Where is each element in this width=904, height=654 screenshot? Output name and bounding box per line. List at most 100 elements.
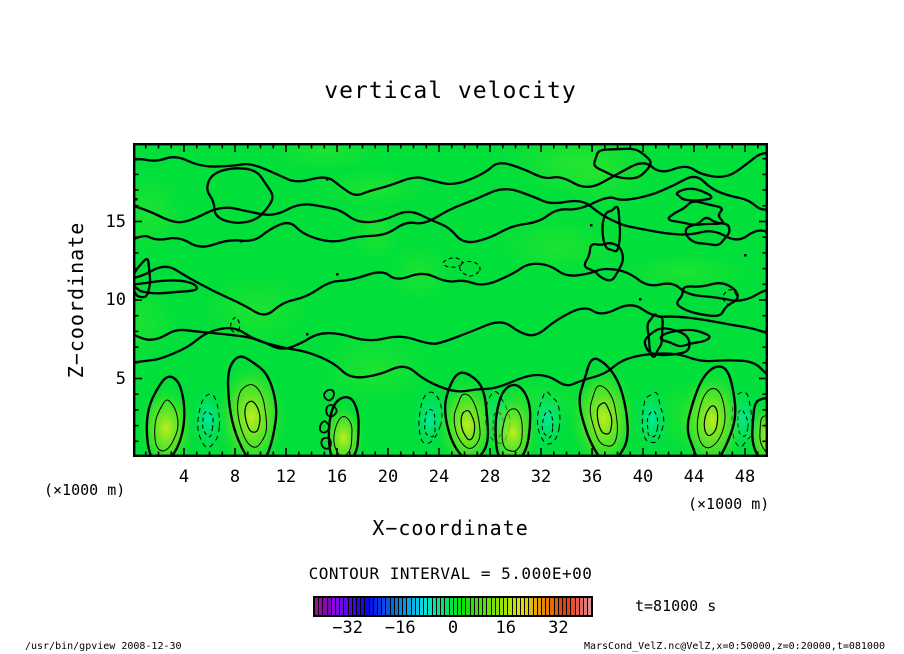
colorbar-segment bbox=[457, 598, 463, 615]
colorbar-tick-label: −16 bbox=[384, 618, 416, 638]
colorbar bbox=[313, 596, 593, 617]
colorbar-segment bbox=[369, 598, 374, 615]
colorbar-segment bbox=[483, 598, 488, 615]
colorbar-segment bbox=[558, 598, 563, 615]
x-tick-label: 4 bbox=[178, 467, 190, 487]
colorbar-segment bbox=[365, 598, 370, 615]
z-tick-label: 10 bbox=[105, 290, 126, 310]
small-cell-chain bbox=[319, 388, 338, 450]
colorbar-tick-label: 0 bbox=[447, 618, 459, 638]
colorbar-segment bbox=[327, 598, 332, 615]
colorbar-tick-label: −32 bbox=[332, 618, 363, 638]
x-axis-unit: (×1000 m) bbox=[688, 495, 770, 513]
colorbar-segment bbox=[470, 598, 475, 615]
colorbar-segment bbox=[567, 598, 572, 615]
colorbar-segment bbox=[436, 598, 442, 615]
z-tick-label: 5 bbox=[115, 368, 126, 389]
colorbar-segment bbox=[546, 598, 551, 615]
colorbar-segment bbox=[579, 598, 584, 615]
z-axis-label: Z−coordinate bbox=[64, 221, 88, 379]
colorbar-segment bbox=[331, 598, 337, 615]
colorbar-segment bbox=[495, 598, 500, 615]
colorbar-segment bbox=[445, 598, 450, 615]
colorbar-segment bbox=[575, 598, 580, 615]
colorbar-segment bbox=[394, 598, 400, 615]
colorbar-segment bbox=[525, 598, 530, 615]
colorbar-segment bbox=[499, 598, 505, 615]
colorbar-segment bbox=[529, 598, 534, 615]
colorbar-segment bbox=[453, 598, 458, 615]
colorbar-segment bbox=[424, 598, 429, 615]
colorbar-segment bbox=[537, 598, 542, 615]
colorbar-segment bbox=[508, 598, 513, 615]
colorbar-segment bbox=[378, 598, 383, 615]
contour-plot-area bbox=[133, 143, 768, 457]
colorbar-segment bbox=[319, 598, 324, 615]
colorbar-segment bbox=[386, 598, 391, 615]
colorbar-segment bbox=[491, 598, 496, 615]
x-tick-label: 32 bbox=[530, 467, 552, 487]
x-axis-label: X−coordinate bbox=[372, 516, 529, 540]
x-tick-label: 20 bbox=[377, 467, 399, 487]
footer-command-line: /usr/bin/gpview 2008-12-30 bbox=[25, 641, 182, 652]
contour-interval-note: CONTOUR INTERVAL = 5.000E+00 bbox=[308, 564, 593, 583]
colorbar-segment bbox=[432, 598, 437, 615]
time-label: t=81000 s bbox=[635, 597, 717, 615]
colorbar-segment bbox=[411, 598, 416, 615]
colorbar-segment bbox=[323, 598, 328, 615]
colorbar-segment bbox=[403, 598, 408, 615]
colorbar-segment bbox=[420, 598, 425, 615]
colorbar-segment bbox=[516, 598, 521, 615]
x-tick-label: 44 bbox=[683, 467, 705, 487]
small-negative-cells bbox=[230, 257, 738, 333]
x-tick-label: 24 bbox=[428, 467, 450, 487]
colorbar-segment bbox=[315, 598, 320, 615]
colorbar-tick-label: 16 bbox=[495, 618, 516, 638]
colorbar-segment bbox=[361, 598, 366, 615]
colorbar-segment bbox=[399, 598, 404, 615]
colorbar-segment bbox=[336, 598, 341, 615]
colorbar-segment bbox=[344, 598, 349, 615]
colorbar-segment bbox=[466, 598, 471, 615]
colorbar-segment bbox=[474, 598, 479, 615]
colorbar-segment bbox=[520, 598, 526, 615]
plot-title: vertical velocity bbox=[324, 78, 577, 104]
colorbar-segment bbox=[478, 598, 484, 615]
colorbar-segment bbox=[512, 598, 517, 615]
colorbar-segment bbox=[415, 598, 421, 615]
colorbar-segment bbox=[533, 598, 538, 615]
colorbar-segment bbox=[390, 598, 395, 615]
colorbar-segment bbox=[428, 598, 433, 615]
colorbar-segment bbox=[340, 598, 345, 615]
colorbar-segment bbox=[407, 598, 412, 615]
colorbar-tick-label: 32 bbox=[548, 618, 569, 638]
colorbar-segment bbox=[571, 598, 576, 615]
x-tick-label: 16 bbox=[326, 467, 348, 487]
colorbar-segment bbox=[462, 598, 467, 615]
colorbar-segment bbox=[504, 598, 509, 615]
x-tick-label: 28 bbox=[479, 467, 501, 487]
x-tick-label: 36 bbox=[581, 467, 603, 487]
colorbar-segment bbox=[584, 598, 589, 615]
updraft-plumes bbox=[136, 355, 768, 457]
z-tick-label: 15 bbox=[105, 211, 126, 232]
colorbar-segment bbox=[352, 598, 358, 615]
colorbar-segment bbox=[441, 598, 446, 615]
z-axis-unit: (×1000 m) bbox=[44, 481, 126, 499]
x-tick-label: 48 bbox=[734, 467, 756, 487]
colorbar-segment bbox=[449, 598, 454, 615]
contour-plot-svg bbox=[133, 143, 768, 457]
footer-data-source: MarsCond_VelZ.nc@VelZ,x=0:50000,z=0:2000… bbox=[583, 641, 885, 652]
colorbar-segment bbox=[588, 598, 592, 615]
colorbar-segment bbox=[554, 598, 559, 615]
colorbar-segment bbox=[382, 598, 387, 615]
colorbar-segment bbox=[550, 598, 555, 615]
x-tick-label: 40 bbox=[632, 467, 654, 487]
colorbar-segment bbox=[541, 598, 547, 615]
specks bbox=[135, 178, 747, 336]
x-tick-label: 8 bbox=[229, 467, 241, 487]
colorbar-segment bbox=[373, 598, 379, 615]
colorbar-segment bbox=[348, 598, 353, 615]
colorbar-segment bbox=[357, 598, 362, 615]
colorbar-segment bbox=[487, 598, 492, 615]
